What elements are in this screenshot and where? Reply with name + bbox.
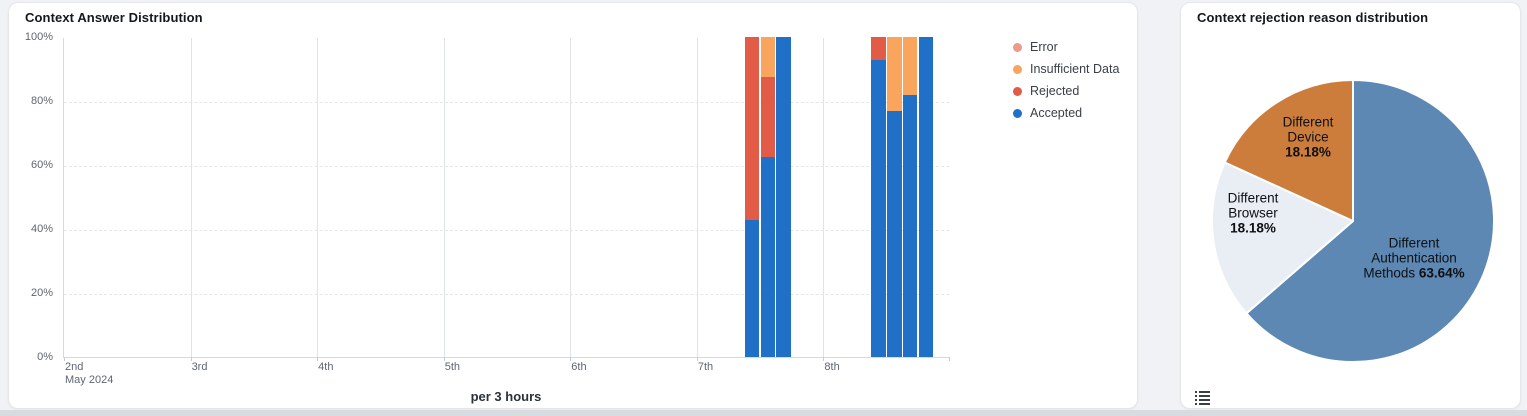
y-tick-label: 80% [30, 95, 53, 107]
bar-segment-accepted[interactable] [871, 59, 886, 357]
x-tick-label: 5th [444, 361, 460, 373]
y-gridline [64, 294, 949, 295]
y-tick-label: 0% [37, 351, 53, 363]
legend-label: Insufficient Data [1030, 62, 1120, 76]
stacked-bar[interactable] [903, 37, 918, 357]
legend-item-rejected[interactable]: Rejected [1013, 80, 1119, 102]
rejection-pie-chart [1211, 79, 1495, 363]
x-tick-mark [64, 357, 65, 361]
bar-segment-rejected[interactable] [871, 37, 886, 60]
y-axis: 0% 20% 40% 60% 80% 100% [9, 31, 57, 363]
y-gridline [64, 166, 949, 167]
y-tick-label: 20% [30, 287, 53, 299]
legend-label: Accepted [1030, 106, 1083, 120]
bar-segment-insufficient-data[interactable] [760, 37, 775, 77]
bar-segment-accepted[interactable] [918, 37, 934, 357]
y-tick-label: 40% [30, 223, 53, 235]
stacked-bar[interactable] [776, 37, 791, 357]
x-tick-mark [443, 357, 445, 361]
stacked-bar[interactable] [760, 37, 775, 357]
bar-segment-accepted[interactable] [744, 219, 760, 357]
page-bottom-strip [0, 410, 1527, 416]
day-gridline [823, 38, 825, 357]
x-tick-mark [190, 357, 192, 361]
bar-segment-rejected[interactable] [760, 77, 775, 157]
x-tick-mark [317, 357, 319, 361]
legend-item-insufficient-data[interactable]: Insufficient Data [1013, 58, 1119, 80]
bar-segment-accepted[interactable] [887, 110, 902, 357]
legend-label: Rejected [1030, 84, 1080, 98]
answer-distribution-panel: Context Answer Distribution 0% 20% 40% 60% 8… [8, 2, 1138, 409]
y-gridline [64, 230, 949, 231]
y-tick-label: 100% [24, 31, 53, 43]
panel-title: Context Answer Distribution [25, 10, 203, 25]
x-tick-label: 3rd [191, 361, 208, 373]
legend-dot [1013, 108, 1022, 118]
day-gridline [443, 38, 445, 357]
day-gridline [696, 38, 698, 357]
x-tick-label: 6th [571, 361, 587, 373]
stacked-bar-plot [63, 37, 950, 361]
day-gridline [190, 38, 192, 357]
legend-dot [1013, 86, 1022, 96]
x-tick-mark [949, 357, 950, 361]
bar-segment-rejected[interactable] [744, 37, 760, 220]
x-tick-label: 8th [824, 361, 840, 373]
x-tick-label: 2nd May 2024 [65, 361, 114, 386]
bar-segment-accepted[interactable] [760, 157, 775, 357]
stacked-bar[interactable] [744, 37, 760, 357]
pie-slice-different-device[interactable] [1223, 79, 1354, 222]
stacked-bar[interactable] [918, 37, 934, 357]
chart-legend: Error Insufficient Data Rejected Accepted [1013, 36, 1119, 124]
legend-label: Error [1030, 40, 1058, 54]
x-tick-mark [696, 357, 698, 361]
x-tick-mark [570, 357, 572, 361]
legend-dot [1013, 42, 1022, 52]
legend-dot [1013, 64, 1022, 74]
bar-segment-accepted[interactable] [903, 95, 918, 357]
day-gridline [317, 38, 319, 357]
y-tick-label: 60% [30, 159, 53, 171]
bar-segment-accepted[interactable] [776, 37, 791, 357]
stacked-bar[interactable] [871, 37, 886, 357]
rejection-reason-panel: Context rejection reason distribution Di… [1180, 2, 1521, 409]
legend-item-error[interactable]: Error [1013, 36, 1119, 58]
x-axis: 2nd May 2024 3rd 4th 5th 6th 7th 8th [63, 359, 949, 389]
pie-slice-different-authentication-methods[interactable] [1245, 79, 1495, 363]
legend-toggle-button[interactable] [1192, 388, 1212, 408]
day-gridline [570, 38, 572, 357]
x-tick-mark [823, 357, 825, 361]
y-gridline [64, 102, 949, 103]
pie-slice-different-browser[interactable] [1211, 161, 1354, 315]
x-tick-label: 7th [697, 361, 714, 373]
legend-item-accepted[interactable]: Accepted [1013, 102, 1119, 124]
stacked-bar[interactable] [887, 37, 902, 357]
panel-title: Context rejection reason distribution [1197, 10, 1429, 25]
list-icon [1194, 391, 1210, 405]
bar-segment-insufficient-data[interactable] [903, 37, 918, 96]
bar-segment-insufficient-data[interactable] [887, 37, 902, 111]
x-tick-label: 4th [318, 361, 334, 373]
x-axis-title: per 3 hours [470, 389, 542, 404]
